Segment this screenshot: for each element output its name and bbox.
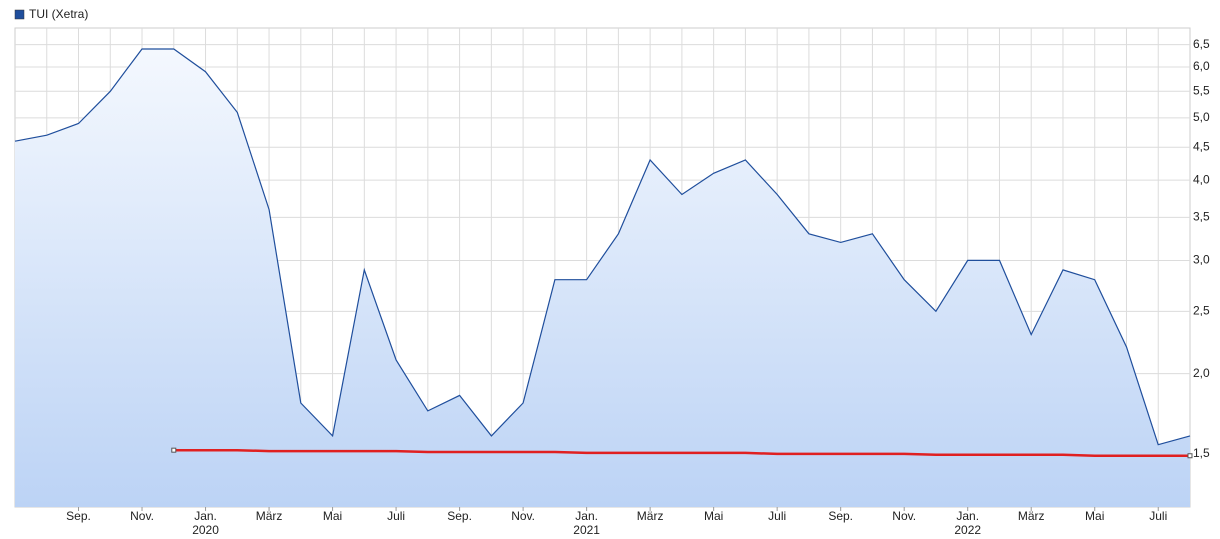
x-tick-label: Juli [768,509,786,523]
x-tick-label: Jan. [194,509,217,523]
y-tick-label: 5,0 [1193,110,1210,124]
legend-swatch [14,9,25,20]
reference-end-marker [1187,453,1193,459]
reference-line [173,448,1190,457]
x-tick-label: Mai [323,509,342,523]
x-tick-label: Mai [704,509,723,523]
x-tick-label: Jan. [575,509,598,523]
area [15,49,1190,507]
reference-end-marker [171,447,177,453]
x-tick-year: 2021 [573,523,600,537]
x-tick-label: März [1018,509,1045,523]
y-tick-label: 4,5 [1193,139,1210,153]
x-tick-label: Sep. [828,509,853,523]
x-tick-label: Juli [1149,509,1167,523]
legend-label: TUI (Xetra) [29,7,88,21]
price-line [14,48,1191,446]
y-tick-label: 5,5 [1193,83,1210,97]
y-tick-label: 6,5 [1193,37,1210,51]
x-tick-label: März [637,509,664,523]
y-tick-label: 4,0 [1193,172,1210,186]
y-tick-label: 1,5 [1193,446,1210,460]
x-tick-year: 2020 [192,523,219,537]
y-tick-label: 3,5 [1193,210,1210,224]
y-tick-label: 2,0 [1193,366,1210,380]
x-tick-label: Nov. [511,509,535,523]
x-tick-label: Nov. [892,509,916,523]
x-tick-label: Jan. [956,509,979,523]
x-tick-label: Nov. [130,509,154,523]
y-tick-label: 2,5 [1193,303,1210,317]
x-tick-label: Sep. [447,509,472,523]
y-tick-label: 3,0 [1193,253,1210,267]
y-tick-label: 6,0 [1193,59,1210,73]
x-tick-label: Sep. [66,509,91,523]
x-tick-label: Juli [387,509,405,523]
x-tick-label: Mai [1085,509,1104,523]
x-tick-year: 2022 [954,523,981,537]
x-tick-label: März [256,509,283,523]
